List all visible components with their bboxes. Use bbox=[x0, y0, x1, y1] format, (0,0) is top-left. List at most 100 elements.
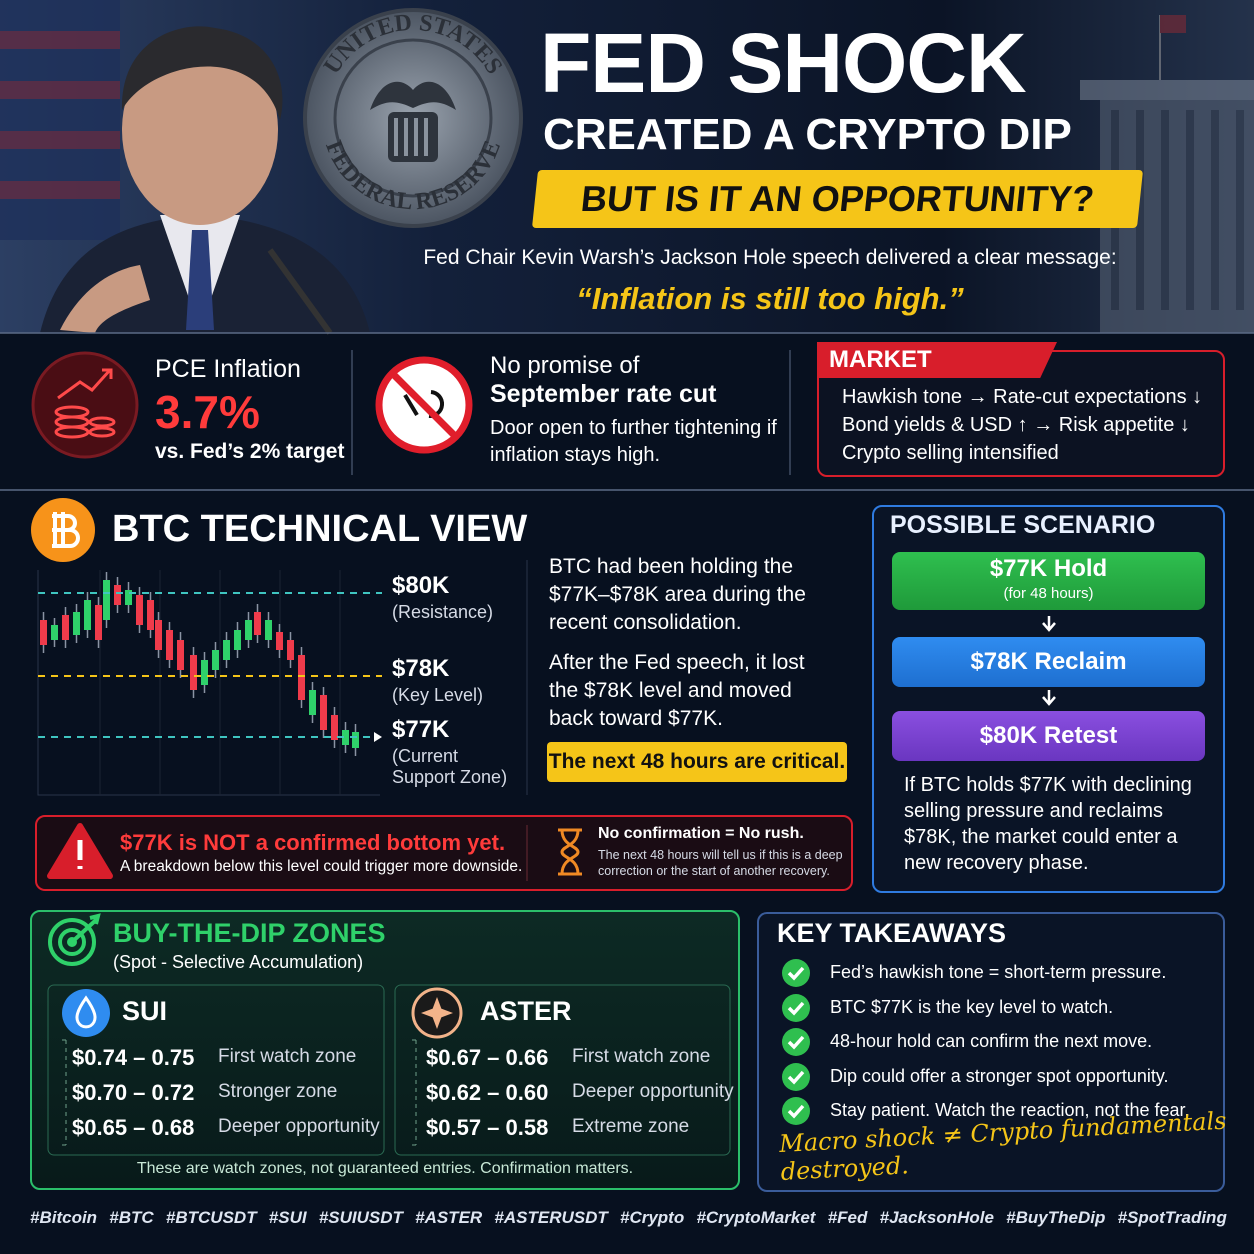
pce-value: 3.7% bbox=[155, 386, 260, 438]
hashtag: #ASTERUSDT bbox=[494, 1208, 608, 1227]
decoration bbox=[58, 928, 86, 956]
confirmation-title: No confirmation = No rush. bbox=[598, 825, 804, 842]
check-mark bbox=[787, 1070, 805, 1085]
scenario-step: $80K Retest bbox=[892, 711, 1205, 761]
zone-note: Extreme zone bbox=[572, 1116, 690, 1137]
warning-text: A breakdown below this level could trigg… bbox=[120, 858, 523, 875]
takeaway-item: Fed’s hawkish tone = short-term pressure… bbox=[830, 962, 1167, 982]
market-title: MARKET REACTION bbox=[817, 342, 1057, 378]
decorative-chart bbox=[37, 570, 382, 796]
btc-paragraph: BTC had been holding the $77K–$78K area … bbox=[549, 555, 806, 634]
level-note: (Resistance) bbox=[392, 602, 494, 622]
bracket bbox=[412, 1039, 417, 1146]
check-mark bbox=[787, 1001, 805, 1016]
zone-note: First watch zone bbox=[572, 1046, 711, 1067]
hashtag: #Crypto bbox=[619, 1208, 685, 1227]
sui-icon bbox=[62, 989, 110, 1037]
hashtag: #Fed bbox=[827, 1208, 868, 1227]
sui-drop bbox=[75, 995, 97, 1029]
title: FED SHOCK bbox=[540, 16, 1027, 110]
decoration bbox=[370, 81, 456, 110]
aster-panel bbox=[394, 984, 731, 1156]
takeaway-item: Dip could offer a stronger spot opportun… bbox=[830, 1065, 1169, 1086]
scenario-step: $78K Reclaim bbox=[892, 637, 1205, 687]
market-line: Crypto selling intensified bbox=[842, 442, 1059, 464]
decoration bbox=[394, 118, 428, 156]
sui-panel bbox=[47, 984, 385, 1156]
decoration bbox=[1080, 80, 1254, 100]
check-icon bbox=[782, 993, 810, 1022]
decoration bbox=[121, 26, 283, 120]
decoration bbox=[88, 416, 116, 428]
decoration bbox=[60, 265, 150, 333]
btc-highlight: The next 48 hours are critical. bbox=[547, 742, 847, 782]
level-price: $77K bbox=[392, 716, 450, 743]
takeaway-item: Stay patient. Watch the reaction, not th… bbox=[830, 1100, 1190, 1120]
hashtag: #BTCUSDT bbox=[165, 1208, 257, 1227]
decoration bbox=[186, 230, 214, 330]
hashtag: #JacksonHole bbox=[879, 1208, 994, 1227]
decoration bbox=[267, 248, 333, 335]
hashtag: #SUIUSDT bbox=[318, 1208, 403, 1227]
intro: Fed Chair Kevin Warsh’s Jackson Hole spe… bbox=[423, 246, 1117, 269]
btc-paragraph: After the Fed speech, it lost the $78K l… bbox=[549, 651, 805, 730]
check-mark bbox=[787, 1104, 805, 1119]
zone-price: $0.57 – 0.58 bbox=[426, 1115, 549, 1140]
hashtag: #Bitcoin bbox=[30, 1208, 98, 1227]
confirmation-text: The next 48 hours will tell us if this i… bbox=[598, 848, 843, 878]
coin-name: ASTER bbox=[480, 996, 572, 1026]
rate-text: Door open to further tightening if infla… bbox=[490, 417, 777, 466]
zone-note: Deeper opportunity bbox=[572, 1081, 734, 1102]
btc-paragraphs: BTC had been holding the $77K–$78K area … bbox=[549, 553, 809, 745]
zones-box bbox=[30, 910, 740, 1190]
zone-note: Stronger zone bbox=[218, 1081, 338, 1102]
hashtag: #SpotTrading bbox=[1117, 1208, 1227, 1227]
takeaways-box bbox=[757, 912, 1225, 1192]
check-mark bbox=[787, 1035, 805, 1050]
hashtag: #CryptoMarket bbox=[696, 1208, 816, 1227]
check-icon bbox=[782, 1028, 810, 1056]
level-price: $78K bbox=[392, 655, 450, 682]
btc-title: BTC TECHNICAL VIEW bbox=[112, 508, 528, 550]
decoration bbox=[88, 426, 116, 438]
decoration bbox=[54, 405, 90, 419]
check-icon bbox=[782, 1062, 810, 1091]
hashtag: #BTC bbox=[109, 1208, 154, 1227]
check-mark bbox=[787, 966, 805, 981]
decoration bbox=[102, 368, 113, 379]
seal-text: UNITED STATES FEDERAL RESERVE bbox=[319, 10, 507, 216]
rate-title: No promise of bbox=[490, 352, 640, 379]
step-label: $78K Reclaim bbox=[970, 648, 1127, 675]
down-arrow bbox=[1042, 690, 1056, 706]
check-icon bbox=[782, 1097, 810, 1125]
hourglass-icon bbox=[558, 828, 582, 876]
market-line: Bond yields & USD ↑ → Risk appetite ↓ bbox=[842, 414, 1190, 436]
decoration bbox=[51, 580, 359, 748]
check-circle bbox=[782, 1097, 810, 1125]
decoration bbox=[333, 38, 493, 198]
rate-title-bold: September rate cut bbox=[490, 380, 717, 408]
coin-name: SUI bbox=[122, 996, 168, 1026]
check-circle bbox=[782, 1028, 810, 1056]
takeaway-item: 48-hour hold can confirm the next move. bbox=[830, 1031, 1153, 1051]
hashtag: #BuyTheDip bbox=[1006, 1208, 1106, 1227]
fed-seal bbox=[303, 8, 523, 228]
hashtags: #Bitcoin #BTC #BTCUSDT #SUI #SUIUSDT #ASTER #A… bbox=[30, 1208, 1227, 1228]
subtitle: CREATED A CRYPTO DIP bbox=[543, 110, 1072, 159]
zone-price: $0.67 – 0.66 bbox=[426, 1045, 549, 1070]
check-icon bbox=[782, 959, 810, 987]
scenario-text: If BTC holds $77K with declining selling… bbox=[904, 774, 1192, 874]
takeaway-item: BTC $77K is the key level to watch. bbox=[830, 996, 1114, 1017]
market-line: Hawkish tone → Rate-cut expectations ↓ bbox=[842, 386, 1203, 408]
check-circle bbox=[782, 993, 810, 1022]
zone-price: $0.74 – 0.75 bbox=[72, 1045, 195, 1070]
decoration bbox=[1160, 15, 1186, 33]
market-lines: Hawkish tone → Rate-cut expectations ↓ Bo… bbox=[842, 383, 1222, 467]
